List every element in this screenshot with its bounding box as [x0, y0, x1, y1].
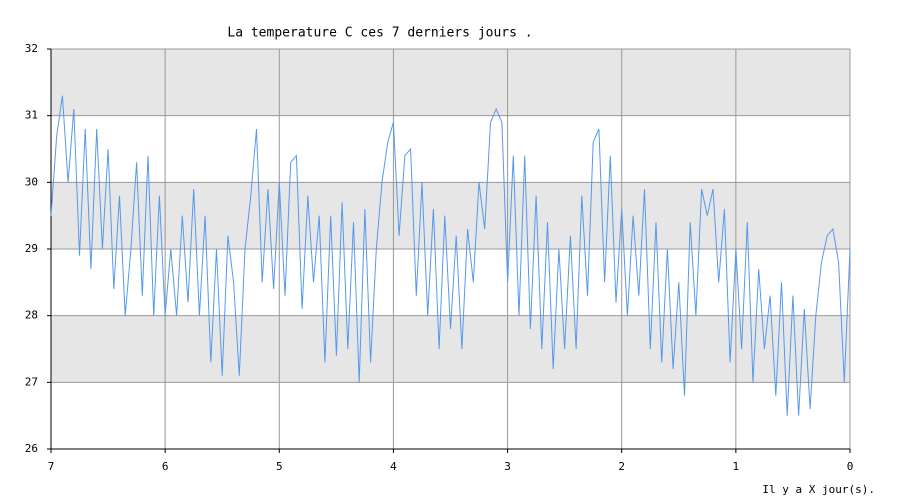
x-tick-label: 7 [48, 460, 55, 473]
x-axis-label: Il y a X jour(s). [762, 483, 875, 496]
x-tick-label: 5 [276, 460, 283, 473]
x-tick-label: 3 [504, 460, 511, 473]
y-tick-label: 29 [25, 242, 38, 255]
y-tick-label: 26 [25, 442, 38, 455]
x-tick-label: 4 [390, 460, 397, 473]
y-tick-label: 27 [25, 375, 38, 388]
plot-band [51, 49, 850, 116]
x-tick-label: 1 [733, 460, 740, 473]
y-tick-label: 32 [25, 42, 38, 55]
chart-title: La temperature C ces 7 derniers jours . [227, 26, 532, 41]
y-tick-label: 30 [25, 175, 38, 188]
y-tick-label: 31 [25, 109, 38, 122]
y-tick-label: 28 [25, 309, 38, 322]
x-tick-label: 6 [162, 460, 169, 473]
temperature-line [50, 95, 851, 416]
x-tick-label: 0 [847, 460, 854, 473]
x-tick-label: 2 [618, 460, 625, 473]
plot-band [51, 182, 850, 249]
